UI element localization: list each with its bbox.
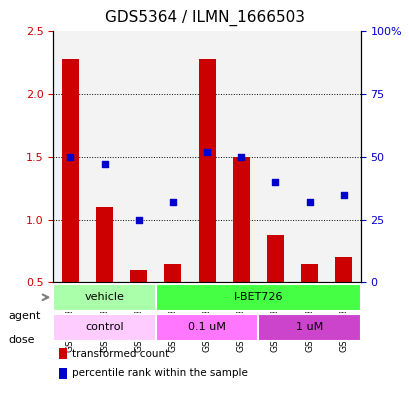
Bar <box>266 235 283 283</box>
Point <box>272 179 278 185</box>
Text: control: control <box>85 322 124 332</box>
Bar <box>130 270 147 283</box>
Point <box>101 161 108 167</box>
Text: percentile rank within the sample: percentile rank within the sample <box>72 369 247 378</box>
FancyBboxPatch shape <box>155 314 258 340</box>
Text: GDS5364 / ILMN_1666503: GDS5364 / ILMN_1666503 <box>105 10 304 26</box>
Bar <box>292 31 326 283</box>
Text: 1 uM: 1 uM <box>295 322 322 332</box>
FancyBboxPatch shape <box>53 284 155 311</box>
Text: I-BET726: I-BET726 <box>233 292 282 302</box>
Text: transformed count: transformed count <box>72 349 169 359</box>
FancyBboxPatch shape <box>155 284 360 311</box>
Point <box>203 149 210 155</box>
Bar <box>155 31 189 283</box>
Bar <box>59 349 67 359</box>
Point <box>67 154 74 160</box>
Bar <box>164 264 181 283</box>
Text: dose: dose <box>8 335 35 345</box>
Bar <box>326 31 360 283</box>
Bar <box>198 59 215 283</box>
Bar <box>334 257 351 283</box>
Point <box>306 199 312 205</box>
Point <box>135 217 142 223</box>
FancyBboxPatch shape <box>53 314 155 340</box>
FancyBboxPatch shape <box>258 314 360 340</box>
Point <box>237 154 244 160</box>
Bar <box>300 264 317 283</box>
Bar <box>53 31 87 283</box>
Bar <box>189 31 224 283</box>
Text: agent: agent <box>8 311 40 321</box>
Text: 0.1 uM: 0.1 uM <box>188 322 225 332</box>
Bar <box>96 207 113 283</box>
Bar <box>87 31 121 283</box>
Bar <box>224 31 258 283</box>
Text: vehicle: vehicle <box>84 292 124 302</box>
Point <box>339 191 346 198</box>
Bar <box>121 31 155 283</box>
Point <box>169 199 176 205</box>
Bar <box>232 157 249 283</box>
Bar <box>258 31 292 283</box>
Bar <box>59 368 67 379</box>
Bar <box>62 59 79 283</box>
